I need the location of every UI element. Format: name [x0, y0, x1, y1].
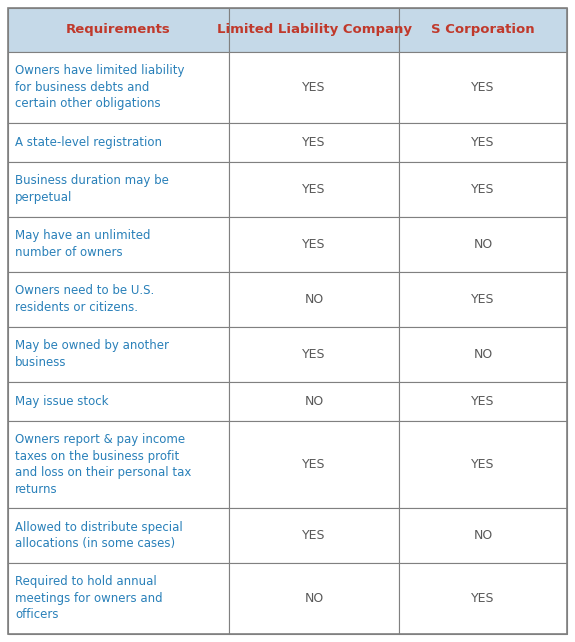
- Bar: [399, 421, 567, 508]
- Text: Required to hold annual
meetings for owners and
officers: Required to hold annual meetings for own…: [15, 575, 163, 621]
- Text: Business duration may be
perpetual: Business duration may be perpetual: [15, 175, 169, 204]
- Text: YES: YES: [472, 395, 495, 408]
- Bar: [8, 162, 229, 216]
- Text: YES: YES: [472, 81, 495, 94]
- Text: Allowed to distribute special
allocations (in some cases): Allowed to distribute special allocation…: [15, 521, 183, 550]
- Text: Requirements: Requirements: [66, 23, 171, 37]
- Bar: [229, 508, 399, 563]
- Bar: [399, 216, 567, 272]
- Bar: [8, 382, 229, 421]
- Text: YES: YES: [302, 238, 326, 250]
- Bar: [229, 327, 399, 382]
- Text: YES: YES: [302, 183, 326, 196]
- Text: YES: YES: [302, 135, 326, 149]
- Text: YES: YES: [302, 529, 326, 542]
- Bar: [8, 123, 229, 162]
- Text: NO: NO: [304, 592, 324, 605]
- Text: YES: YES: [472, 293, 495, 306]
- Text: YES: YES: [472, 458, 495, 471]
- Bar: [229, 51, 399, 123]
- Bar: [8, 508, 229, 563]
- Text: NO: NO: [474, 348, 493, 361]
- Text: May be owned by another
business: May be owned by another business: [15, 340, 169, 369]
- Text: May issue stock: May issue stock: [15, 395, 109, 408]
- Bar: [229, 382, 399, 421]
- Text: Owners need to be U.S.
residents or citizens.: Owners need to be U.S. residents or citi…: [15, 284, 154, 314]
- Bar: [8, 563, 229, 634]
- Bar: [8, 216, 229, 272]
- Text: Owners have limited liability
for business debts and
certain other obligations: Owners have limited liability for busine…: [15, 64, 185, 110]
- Text: YES: YES: [302, 81, 326, 94]
- Text: YES: YES: [302, 348, 326, 361]
- Bar: [399, 508, 567, 563]
- Bar: [8, 51, 229, 123]
- Text: A state-level registration: A state-level registration: [15, 135, 162, 149]
- Text: Owners report & pay income
taxes on the business profit
and loss on their person: Owners report & pay income taxes on the …: [15, 433, 191, 496]
- Bar: [399, 382, 567, 421]
- Bar: [229, 421, 399, 508]
- Text: YES: YES: [472, 135, 495, 149]
- Bar: [8, 272, 229, 327]
- Bar: [399, 563, 567, 634]
- Text: May have an unlimited
number of owners: May have an unlimited number of owners: [15, 229, 151, 259]
- Bar: [399, 162, 567, 216]
- Bar: [399, 123, 567, 162]
- Bar: [399, 272, 567, 327]
- Text: NO: NO: [304, 293, 324, 306]
- Bar: [229, 162, 399, 216]
- Bar: [399, 8, 567, 51]
- Text: NO: NO: [474, 238, 493, 250]
- Bar: [8, 421, 229, 508]
- Text: NO: NO: [474, 529, 493, 542]
- Text: S Corporation: S Corporation: [431, 23, 535, 37]
- Text: YES: YES: [472, 592, 495, 605]
- Bar: [229, 563, 399, 634]
- Bar: [229, 8, 399, 51]
- Bar: [8, 327, 229, 382]
- Bar: [229, 123, 399, 162]
- Text: YES: YES: [472, 183, 495, 196]
- Bar: [229, 216, 399, 272]
- Text: NO: NO: [304, 395, 324, 408]
- Bar: [399, 51, 567, 123]
- Text: YES: YES: [302, 458, 326, 471]
- Bar: [229, 272, 399, 327]
- Bar: [399, 327, 567, 382]
- Text: Limited Liability Company: Limited Liability Company: [217, 23, 412, 37]
- Bar: [8, 8, 229, 51]
